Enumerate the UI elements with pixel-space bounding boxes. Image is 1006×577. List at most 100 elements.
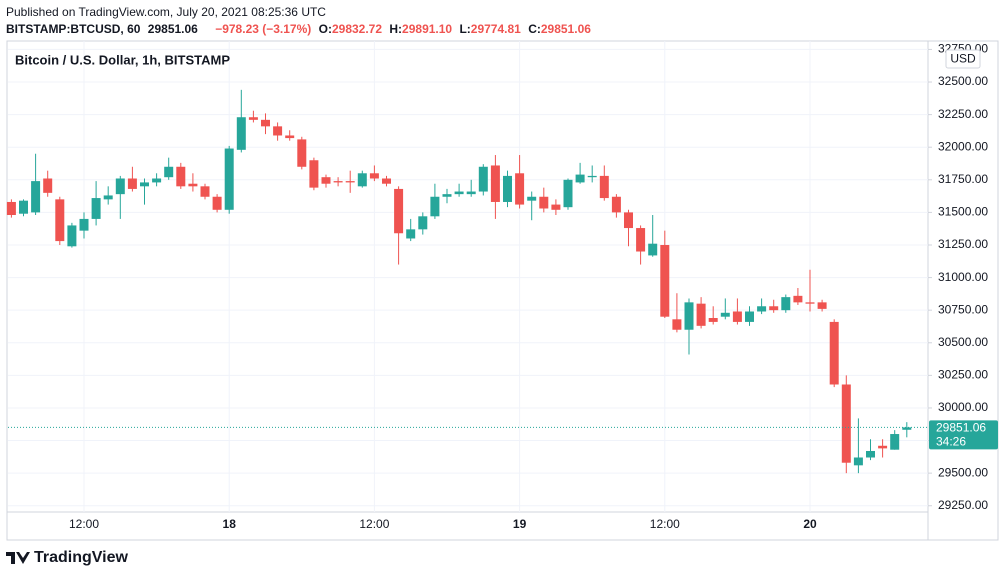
candle-body xyxy=(188,183,198,187)
close-value: 29851.06 xyxy=(541,22,591,36)
candle-body xyxy=(515,173,525,205)
published-line: Published on TradingView.com, July 20, 2… xyxy=(6,5,326,19)
candle-body xyxy=(345,181,355,183)
open-label: O: xyxy=(319,22,332,36)
last-price-box xyxy=(929,420,998,450)
high-value: 29891.10 xyxy=(402,22,452,36)
candle-body xyxy=(490,165,500,202)
candle-body xyxy=(684,302,694,330)
candle-body xyxy=(696,303,706,326)
candle-body xyxy=(418,216,428,230)
candle-body xyxy=(115,178,125,195)
y-tick-label: 30750.00 xyxy=(938,302,988,316)
candle-body xyxy=(745,311,754,322)
candle-body xyxy=(527,196,537,201)
candle-body xyxy=(127,178,137,189)
candle-body xyxy=(91,198,101,219)
candle-body xyxy=(285,135,295,139)
candle-body xyxy=(6,201,16,216)
candle-body xyxy=(333,181,343,183)
low-label: L: xyxy=(459,22,470,36)
candle-body xyxy=(817,302,827,309)
candle-body xyxy=(140,182,149,187)
candle-body xyxy=(757,306,767,312)
candle-body xyxy=(841,384,851,463)
open-value: 29832.72 xyxy=(332,22,382,36)
change: −978.23 (−3.17%) xyxy=(215,22,311,36)
candle-body xyxy=(357,173,367,187)
candle-body xyxy=(369,173,379,179)
candle-body xyxy=(551,204,561,210)
candle-body xyxy=(902,427,912,430)
candle-body xyxy=(853,457,863,466)
x-tick-label: 20 xyxy=(803,517,817,531)
y-tick-label: 31250.00 xyxy=(938,237,988,251)
candle-body xyxy=(793,295,803,303)
candle-body xyxy=(273,126,283,136)
candle-body xyxy=(599,175,609,199)
candle-body xyxy=(769,306,779,311)
candle-body xyxy=(261,119,270,127)
x-tick-label: 19 xyxy=(513,517,527,531)
y-tick-label: 30250.00 xyxy=(938,368,988,382)
y-tick-label: 30000.00 xyxy=(938,400,988,414)
countdown: 34:26 xyxy=(936,435,966,449)
x-tick-label: 18 xyxy=(223,517,237,531)
candle-body xyxy=(829,321,839,385)
candle-body xyxy=(406,229,416,239)
candle-body xyxy=(43,178,53,193)
high-label: H: xyxy=(389,22,402,36)
y-tick-label: 29250.00 xyxy=(938,498,988,512)
chart-frame xyxy=(6,40,999,541)
x-tick-label: 12:00 xyxy=(650,517,680,531)
candle-body xyxy=(176,166,186,187)
axes: 29250.0029500.0029750.0030000.0030250.00… xyxy=(69,42,998,531)
candle-body xyxy=(67,225,77,247)
candle-body xyxy=(454,191,464,195)
candle-body xyxy=(503,175,512,202)
candle-body xyxy=(732,311,742,322)
close-label: C: xyxy=(528,22,541,36)
candle-body xyxy=(708,318,718,322)
candle-body xyxy=(648,243,658,256)
candle-body xyxy=(587,175,597,178)
candle-body xyxy=(224,148,234,210)
candle-body xyxy=(575,174,585,183)
currency-badge xyxy=(945,49,981,69)
x-tick-label: 12:00 xyxy=(69,517,99,531)
candle-body xyxy=(200,186,210,197)
logo xyxy=(6,552,30,564)
last-price: 29851.06 xyxy=(148,22,198,36)
candle-body xyxy=(31,181,41,213)
candle-body xyxy=(394,188,404,234)
y-tick-label: 32500.00 xyxy=(938,74,988,88)
candle-body xyxy=(878,445,888,449)
symbol: BITSTAMP:BTCUSD, 60 xyxy=(6,22,141,36)
candle-body xyxy=(890,434,900,450)
candle-body xyxy=(611,196,621,213)
candle-body xyxy=(672,319,682,330)
candle-body xyxy=(563,179,573,208)
candle-body xyxy=(478,166,488,192)
candles xyxy=(6,89,928,474)
chart-title: Bitcoin / U.S. Dollar, 1h, BITSTAMP xyxy=(15,52,230,67)
last-price-label: 29851.06 xyxy=(936,421,986,435)
candle-body xyxy=(624,212,633,229)
y-tick-label: 30500.00 xyxy=(938,335,988,349)
candle-body xyxy=(382,178,391,184)
candle-body xyxy=(103,195,113,200)
candle-body xyxy=(164,166,174,178)
low-value: 29774.81 xyxy=(471,22,521,36)
candle-body xyxy=(297,139,307,167)
y-tick-label: 31750.00 xyxy=(938,172,988,186)
brand: TradingView xyxy=(34,549,129,566)
symbol-line: BITSTAMP:BTCUSD, 60 29851.06 −978.23 (−3… xyxy=(6,22,591,36)
candle-body xyxy=(212,196,222,210)
y-tick-label: 29500.00 xyxy=(938,465,988,479)
candle-body xyxy=(321,177,331,184)
candle-body xyxy=(636,228,646,252)
candle-body xyxy=(805,302,815,304)
x-tick-label: 12:00 xyxy=(359,517,389,531)
candle-body xyxy=(781,297,791,311)
